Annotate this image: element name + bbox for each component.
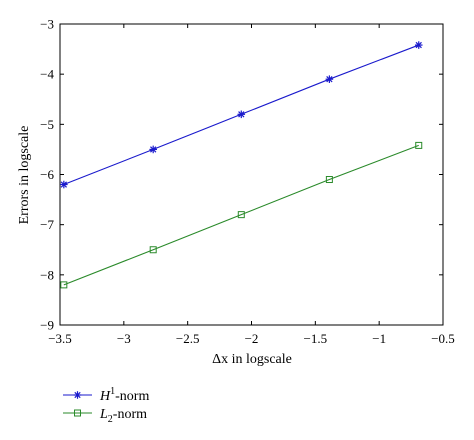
series-line-2 [63,144,419,286]
y-tick-label: −8 [40,267,54,282]
x-tick-label: −3 [117,331,131,346]
data-point [414,41,423,49]
data-point [60,281,68,289]
legend-label: L2-norm [99,407,147,425]
x-axis-title: Δx in logscale [212,352,292,367]
legend-marker [74,409,81,417]
data-point [237,211,245,219]
y-tick-label: −7 [40,217,54,232]
x-tick-label: −3.5 [48,331,72,346]
y-tick-label: −3 [40,17,54,32]
data-point [149,145,157,154]
legend-label: H1-norm [99,386,149,404]
y-tick-label: −6 [40,167,54,182]
data-point [415,141,423,149]
x-tick-label: −2.5 [176,331,200,346]
x-tick-label: −1 [372,331,386,346]
data-point [60,180,68,189]
data-point [325,75,334,83]
x-tick-label: −0.5 [431,331,455,346]
series-group [60,41,423,289]
data-point [149,246,157,254]
x-tick-label: −2 [245,331,259,346]
x-tick-label: −1.5 [304,331,328,346]
y-tick-label: −9 [40,318,54,333]
axis-ticks: −3.5 −3 −2.5 −2 −1.5 −1 −0.5 −9 −8 −7 −6 −5 −4 −3 [40,17,455,347]
y-tick-label: −4 [40,67,54,82]
legend-marker [73,391,82,399]
y-tick-label: −5 [40,117,54,132]
plot-frame [59,23,444,326]
data-point [325,176,333,184]
y-axis-title: Errors in logscale [17,126,32,225]
legend: H1-norm L2-norm [63,386,149,425]
data-point [237,110,246,119]
